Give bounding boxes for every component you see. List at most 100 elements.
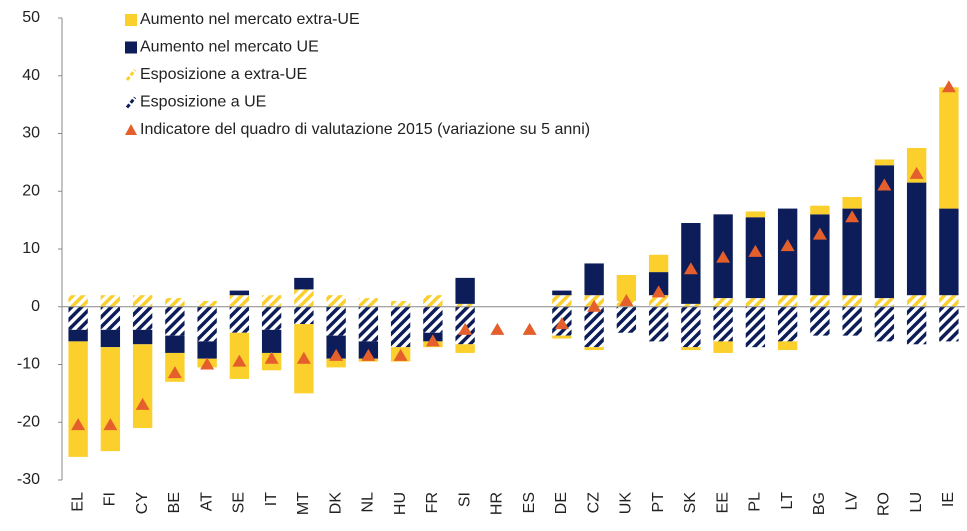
bar-segment (358, 306, 379, 342)
indicator-marker (296, 351, 311, 364)
indicator-marker (554, 317, 569, 330)
bar-segment (229, 295, 250, 307)
indicator-marker (619, 293, 634, 306)
bar-segment (261, 329, 282, 353)
bar-segment (68, 295, 88, 307)
indicator-marker (393, 348, 408, 361)
indicator-marker (232, 354, 247, 367)
y-tick-label: -10 (17, 356, 40, 373)
bar-segment (616, 306, 637, 333)
x-tick-label: BE (166, 492, 183, 513)
indicator-marker (71, 418, 86, 431)
x-tick-label: NL (360, 492, 377, 513)
y-tick-label: -30 (17, 471, 40, 488)
bar-segment (745, 298, 766, 307)
bar-segment (100, 295, 121, 307)
bar-segment (906, 182, 927, 296)
legend-marker (125, 124, 137, 135)
bar-segment (810, 214, 830, 296)
bar-segment (584, 347, 604, 351)
bar-segment (842, 306, 862, 336)
bar-segment (197, 341, 217, 359)
bar-segment (423, 306, 443, 333)
x-tick-label: HR (489, 492, 506, 515)
bar-segment (390, 300, 411, 307)
bar-segment (100, 347, 121, 452)
bar-segment (681, 347, 701, 351)
bar-segment (229, 290, 250, 296)
x-tick-label: BG (811, 492, 828, 515)
bar-segment (906, 295, 927, 307)
x-tick-label: LT (779, 492, 796, 510)
x-tick-label: PT (650, 492, 667, 513)
x-tick-label: CY (134, 492, 151, 515)
indicator-marker (780, 239, 795, 252)
x-tick-label: HU (392, 492, 409, 515)
indicator-marker (877, 178, 892, 191)
x-tick-label: MT (295, 492, 312, 515)
legend-marker (125, 69, 137, 81)
bar-segment (197, 306, 217, 342)
bar-segment (261, 295, 282, 307)
bar-segment (681, 306, 701, 348)
indicator-marker (587, 299, 602, 312)
indicator-marker (522, 322, 537, 335)
x-tick-label: RO (876, 492, 893, 516)
bar-segment (874, 298, 895, 307)
bar-segment (939, 306, 959, 342)
bar-segment (165, 298, 185, 307)
bar-segment (358, 298, 379, 307)
bar-segment (68, 306, 88, 330)
x-tick-label: CZ (585, 492, 602, 514)
bar-segment (648, 295, 669, 307)
x-tick-label: SI (456, 492, 473, 507)
indicator-marker (167, 366, 182, 379)
bar-segment (326, 358, 346, 368)
y-tick-label: 0 (31, 298, 40, 315)
bar-segment (777, 341, 798, 351)
x-tick-label: IE (940, 492, 957, 507)
bar-segment (713, 298, 733, 307)
legend-marker (125, 14, 137, 26)
x-tick-label: DE (553, 492, 570, 514)
bar-segment (810, 205, 830, 215)
y-tick-label: 50 (22, 9, 40, 26)
bar-segment (939, 295, 959, 307)
bar-segment (455, 277, 475, 304)
bar-segment (423, 295, 443, 307)
bar-segment (745, 217, 766, 299)
bar-segment (777, 306, 798, 342)
x-tick-label: DK (327, 492, 344, 515)
x-tick-label: ES (521, 492, 538, 513)
bar-segment (390, 306, 411, 348)
bar-segment (552, 290, 572, 296)
bar-segment (261, 306, 282, 330)
x-tick-label: AT (198, 492, 215, 511)
bar-segment (810, 306, 830, 336)
bar-segment (132, 295, 153, 307)
bar-segment (906, 147, 927, 183)
legend-label: Indicatore del quadro di valutazione 201… (140, 121, 590, 138)
bar-segment (745, 306, 766, 348)
bar-segment (713, 341, 733, 353)
bar-segment (616, 274, 637, 301)
bar-segment (648, 254, 669, 273)
bar-segment (584, 306, 604, 348)
bar-segment (165, 335, 185, 353)
y-tick-label: 40 (22, 67, 40, 84)
bar-segment (777, 208, 798, 296)
legend-marker (125, 41, 137, 54)
y-tick-label: 20 (22, 182, 40, 199)
bar-segment (294, 306, 314, 325)
indicator-marker (425, 334, 440, 347)
x-tick-label: LU (908, 492, 925, 512)
x-tick-label: FI (102, 492, 119, 506)
bar-segment (777, 295, 798, 307)
indicator-marker (361, 348, 376, 361)
legend-marker (125, 96, 137, 109)
bar-segment (842, 295, 862, 307)
x-tick-label: FR (424, 492, 441, 513)
bar-segment (132, 329, 153, 345)
x-tick-label: EL (69, 492, 86, 512)
x-tick-label: PL (747, 492, 764, 512)
